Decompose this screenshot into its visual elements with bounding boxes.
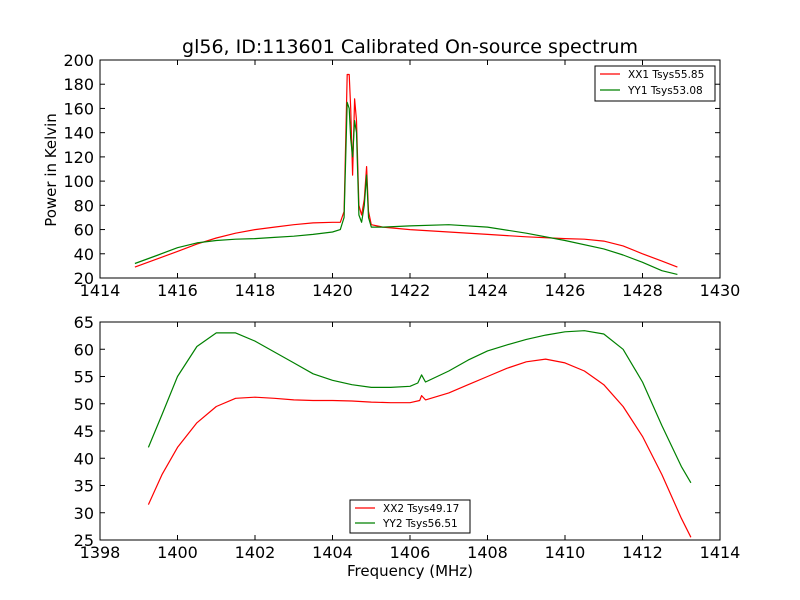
bottom-xtick-label: 1404 (312, 543, 353, 562)
top-ytick-label: 100 (63, 172, 94, 191)
top-xtick-label: 1420 (312, 281, 353, 300)
bottom-ytick-label: 25 (74, 531, 94, 550)
top-plot-frame (99, 59, 721, 279)
top-plot-area: 1414 1416 1418 1420 1422 1424 1426 1428 1430 20 40… (63, 51, 740, 300)
bottom-ytick-label: 35 (74, 477, 94, 496)
top-xtick-label: 1418 (235, 281, 276, 300)
bottom-xtick-label: 1408 (467, 543, 508, 562)
top-ytick-label: 60 (74, 221, 94, 240)
top-xtick-label: 1428 (622, 281, 663, 300)
top-xtick-label: 1414 (80, 281, 121, 300)
top-ytick-label: 20 (74, 269, 94, 288)
top-ytick-label: 180 (63, 75, 94, 94)
bottom-xtick-label: 1400 (157, 543, 198, 562)
bottom-xtick-label: 1410 (545, 543, 586, 562)
top-series-line-1 (134, 101, 678, 275)
bottom-xtick-label: 1406 (390, 543, 431, 562)
bottom-xtick-label: 1402 (235, 543, 276, 562)
bottom-xtick-label: 1398 (80, 543, 121, 562)
bottom-series-line-0 (147, 358, 692, 538)
bottom-xtick-label: 1412 (622, 543, 663, 562)
top-ytick-label: 160 (63, 99, 94, 118)
top-legend-label-xx1: XX1 Tsys55.85 (628, 69, 704, 81)
bottom-plot-area: 1398 1400 1402 1404 1406 1408 1410 1412 1414 25 30… (74, 313, 741, 562)
top-legend-label-yy1: YY1 Tsys53.08 (627, 85, 703, 97)
bottom-legend: XX2 Tsys49.17 YY2 Tsys56.51 (349, 499, 471, 534)
top-series-line-0 (134, 73, 678, 268)
top-xtick-label: 1424 (467, 281, 508, 300)
top-ytick-label: 80 (74, 196, 94, 215)
bottom-legend-label-yy2: YY2 Tsys56.51 (382, 518, 458, 530)
bottom-chart: Frequency (MHz) 1398 1400 1402 1404 1406 1408… (74, 313, 741, 580)
bottom-ytick-label: 65 (74, 313, 94, 332)
top-xtick-label: 1426 (545, 281, 586, 300)
bottom-ytick-label: 40 (74, 449, 94, 468)
bottom-legend-label-xx2: XX2 Tsys49.17 (383, 503, 459, 515)
top-ytick-label: 40 (74, 245, 94, 264)
top-ytick-label: 200 (63, 51, 94, 70)
bottom-ytick-label: 50 (74, 395, 94, 414)
bottom-ytick-label: 30 (74, 504, 94, 523)
bottom-ytick-label: 55 (74, 368, 94, 387)
top-chart-ylabel: Power in Kelvin (42, 113, 60, 227)
bottom-legend-box (349, 499, 471, 534)
top-ytick-label: 140 (63, 124, 94, 143)
top-legend-box (594, 65, 716, 102)
bottom-ytick-label: 45 (74, 422, 94, 441)
bottom-xtick-label: 1414 (700, 543, 741, 562)
bottom-series-line-1 (147, 330, 692, 484)
bottom-ytick-label: 60 (74, 340, 94, 359)
top-xtick-label: 1416 (157, 281, 198, 300)
top-legend: XX1 Tsys55.85 YY1 Tsys53.08 (594, 65, 716, 102)
bottom-chart-xlabel: Frequency (MHz) (347, 562, 473, 580)
top-chart-title: gl56, ID:113601 Calibrated On-source spe… (182, 36, 638, 58)
top-xtick-label: 1422 (390, 281, 431, 300)
bottom-plot-frame (99, 321, 721, 541)
top-ytick-label: 120 (63, 148, 94, 167)
top-xtick-label: 1430 (700, 281, 741, 300)
top-chart: gl56, ID:113601 Calibrated On-source spe… (42, 36, 740, 300)
